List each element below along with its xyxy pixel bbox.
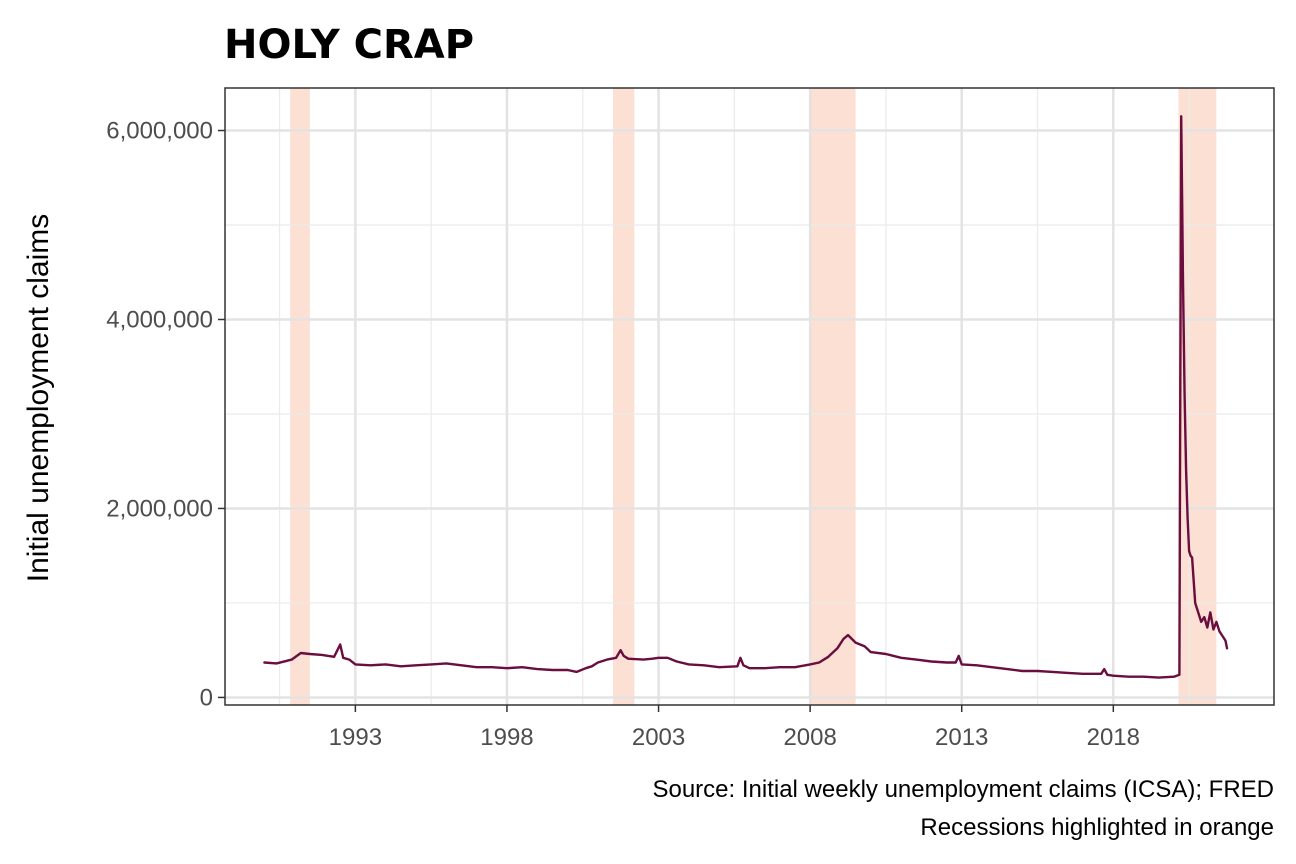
y-axis-title: Initial unemployment claims xyxy=(22,214,55,582)
series-layer xyxy=(263,115,1229,679)
y-tick-label-4: 6,000,000 xyxy=(106,118,213,145)
caption-line-1: Source: Initial weekly unemployment clai… xyxy=(652,776,1274,803)
x-tick-label-5: 2013 xyxy=(935,724,988,751)
y-tick-labels: 0 2,000,000 4,000,000 6,000,000 xyxy=(106,118,213,712)
x-tick-label-6: 2018 xyxy=(1087,724,1140,751)
y-tick-label-3: 4,000,000 xyxy=(106,306,213,333)
series-line-1 xyxy=(263,115,1229,679)
plot-panel-border xyxy=(224,87,1275,706)
recession-band-2 xyxy=(613,88,635,705)
grid-lines xyxy=(225,88,1274,705)
chart-title: HOLY CRAP xyxy=(224,22,474,68)
axis-ticks xyxy=(218,129,1115,712)
x-tick-label-1: 1993 xyxy=(329,724,382,751)
x-tick-labels: 1993 1998 2003 2008 2013 2018 xyxy=(329,724,1140,751)
y-tick-label-1: 0 xyxy=(200,684,213,711)
recession-band-1 xyxy=(290,88,310,705)
y-tick-label-2: 2,000,000 xyxy=(106,495,213,522)
caption-line-2: Recessions highlighted in orange xyxy=(920,814,1274,841)
x-tick-label-3: 2003 xyxy=(632,724,685,751)
recession-band-3 xyxy=(810,88,856,705)
x-tick-label-2: 1998 xyxy=(480,724,533,751)
x-tick-label-4: 2008 xyxy=(783,724,836,751)
